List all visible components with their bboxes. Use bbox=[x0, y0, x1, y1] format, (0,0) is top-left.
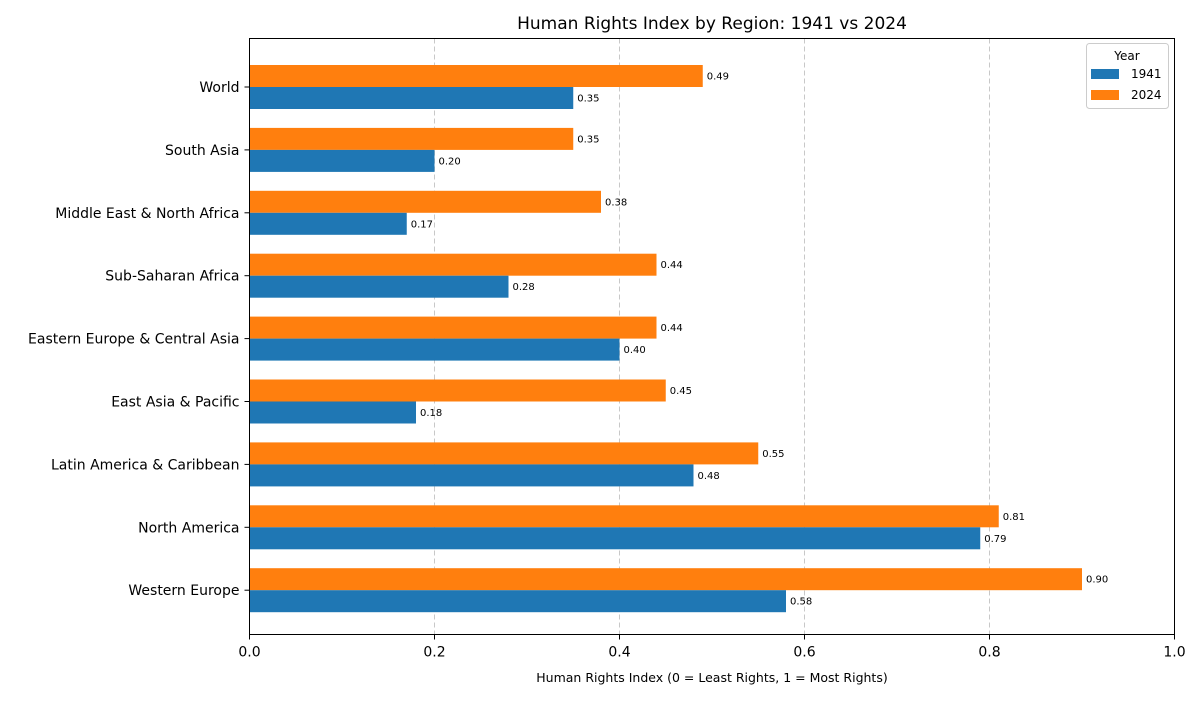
legend-swatch-2024 bbox=[1091, 90, 1119, 100]
plot-area-frame bbox=[249, 38, 1175, 635]
category-label: Sub-Saharan Africa bbox=[105, 269, 239, 285]
value-label-2024: 0.44 bbox=[661, 260, 683, 271]
bar-1941 bbox=[249, 212, 407, 235]
value-label-2024: 0.49 bbox=[707, 72, 729, 83]
value-label-2024: 0.90 bbox=[1086, 575, 1108, 586]
legend-title: Year bbox=[1113, 49, 1139, 63]
value-label-2024: 0.81 bbox=[1003, 512, 1025, 523]
bar-1941 bbox=[249, 275, 509, 298]
bar-2024 bbox=[249, 442, 759, 465]
x-tick-label: 0.4 bbox=[608, 645, 630, 661]
bar-2024 bbox=[249, 316, 657, 339]
bar-2024 bbox=[249, 127, 574, 150]
bar-2024 bbox=[249, 379, 666, 402]
category-label: Eastern Europe & Central Asia bbox=[28, 332, 239, 348]
category-label: North America bbox=[138, 520, 239, 536]
value-label-1941: 0.48 bbox=[698, 471, 720, 482]
category-label: Latin America & Caribbean bbox=[51, 457, 240, 473]
category-label: World bbox=[199, 80, 239, 96]
x-axis-ticks: 0.0 0.2 0.4 0.6 0.8 1.0 bbox=[238, 634, 1186, 661]
bar-1941 bbox=[249, 464, 694, 487]
value-label-1941: 0.58 bbox=[790, 597, 812, 608]
x-tick-label: 0.8 bbox=[978, 645, 1000, 661]
value-label-1941: 0.40 bbox=[624, 345, 646, 356]
bar-2024 bbox=[249, 65, 703, 87]
bar-1941 bbox=[249, 527, 981, 550]
value-label-2024: 0.38 bbox=[605, 197, 627, 208]
value-label-1941: 0.28 bbox=[513, 282, 535, 293]
x-tick-label: 0.0 bbox=[238, 645, 260, 661]
category-label: Middle East & North Africa bbox=[55, 206, 239, 222]
category-label: East Asia & Pacific bbox=[111, 395, 239, 411]
legend: Year 1941 2024 bbox=[1086, 43, 1169, 109]
x-tick-label: 0.6 bbox=[793, 645, 815, 661]
bar-1941 bbox=[249, 338, 620, 361]
bar-1941 bbox=[249, 87, 574, 109]
bar-1941 bbox=[249, 401, 416, 424]
bars bbox=[249, 65, 1082, 613]
bar-2024 bbox=[249, 505, 999, 528]
legend-label-1941: 1941 bbox=[1131, 67, 1162, 81]
category-labels: World South Asia Middle East & North Afric… bbox=[28, 80, 250, 599]
bar-2024 bbox=[249, 190, 601, 213]
x-tick-label: 0.2 bbox=[423, 645, 445, 661]
bar-2024 bbox=[249, 568, 1082, 591]
value-label-1941: 0.35 bbox=[577, 94, 599, 105]
category-label: Western Europe bbox=[128, 583, 239, 599]
bar-1941 bbox=[249, 590, 786, 613]
legend-label-2024: 2024 bbox=[1131, 88, 1162, 102]
bar-2024 bbox=[249, 253, 657, 276]
legend-items: 1941 2024 bbox=[1091, 67, 1162, 102]
legend-swatch-1941 bbox=[1091, 69, 1119, 79]
value-label-1941: 0.18 bbox=[420, 408, 442, 419]
chart-title: Human Rights Index by Region: 1941 vs 20… bbox=[517, 14, 907, 34]
value-label-2024: 0.55 bbox=[762, 449, 784, 460]
value-label-1941: 0.20 bbox=[439, 156, 461, 167]
value-label-2024: 0.35 bbox=[577, 134, 599, 145]
bar-1941 bbox=[249, 149, 435, 172]
value-label-2024: 0.44 bbox=[661, 323, 683, 334]
value-label-1941: 0.17 bbox=[411, 219, 433, 230]
x-tick-label: 1.0 bbox=[1163, 645, 1185, 661]
category-label: South Asia bbox=[165, 143, 239, 159]
value-label-2024: 0.45 bbox=[670, 386, 692, 397]
value-label-1941: 0.79 bbox=[984, 534, 1006, 545]
x-axis-label: Human Rights Index (0 = Least Rights, 1 … bbox=[536, 670, 887, 685]
value-labels: 0.49 0.35 0.35 0.20 0.38 0.17 0.44 0.28 0.44 0.40… bbox=[411, 72, 1109, 608]
